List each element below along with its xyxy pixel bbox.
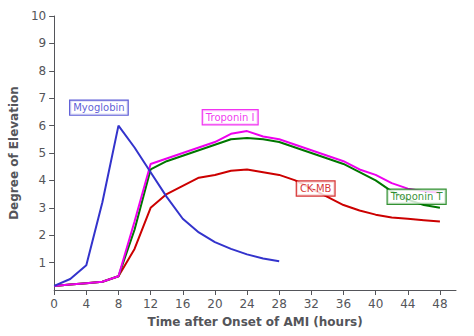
svg-text:6: 6	[39, 119, 47, 133]
svg-text:24: 24	[239, 297, 254, 311]
svg-text:9: 9	[39, 36, 47, 50]
svg-text:Troponin T: Troponin T	[390, 191, 444, 202]
svg-text:0: 0	[50, 297, 58, 311]
svg-text:12: 12	[143, 297, 158, 311]
svg-text:16: 16	[175, 297, 190, 311]
svg-text:20: 20	[207, 297, 222, 311]
svg-text:5: 5	[39, 146, 47, 160]
svg-text:7: 7	[39, 91, 47, 105]
svg-text:40: 40	[368, 297, 383, 311]
svg-text:48: 48	[432, 297, 447, 311]
svg-text:4: 4	[39, 173, 47, 187]
svg-text:28: 28	[272, 297, 287, 311]
svg-text:3: 3	[39, 201, 47, 215]
svg-text:10: 10	[31, 9, 46, 23]
svg-text:2: 2	[39, 228, 47, 242]
svg-text:Troponin I: Troponin I	[205, 112, 255, 123]
svg-text:Time after Onset of AMI (hours: Time after Onset of AMI (hours)	[147, 315, 362, 329]
svg-text:44: 44	[400, 297, 415, 311]
svg-text:32: 32	[304, 297, 319, 311]
svg-text:1: 1	[39, 256, 47, 270]
svg-text:Degree of Elevation: Degree of Elevation	[7, 86, 21, 220]
svg-text:8: 8	[115, 297, 123, 311]
svg-text:Myoglobin: Myoglobin	[73, 102, 124, 113]
svg-text:CK-MB: CK-MB	[300, 183, 332, 194]
svg-text:36: 36	[336, 297, 351, 311]
svg-text:8: 8	[39, 64, 47, 78]
svg-text:4: 4	[82, 297, 90, 311]
